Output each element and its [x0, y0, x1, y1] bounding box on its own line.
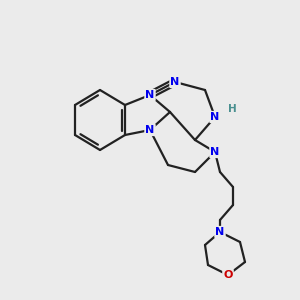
Text: N: N — [146, 125, 154, 135]
Text: H: H — [228, 104, 236, 114]
Text: N: N — [215, 227, 225, 237]
Text: N: N — [210, 112, 220, 122]
Text: N: N — [146, 90, 154, 100]
Text: N: N — [210, 147, 220, 157]
Text: N: N — [170, 77, 180, 87]
Text: O: O — [223, 270, 233, 280]
